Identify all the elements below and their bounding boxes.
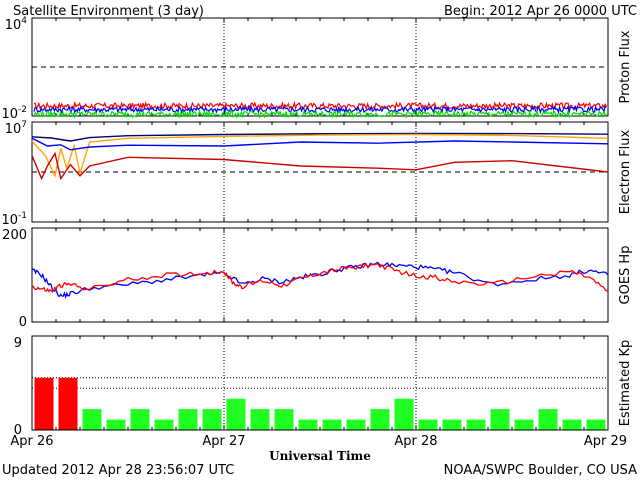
proton-y-tick-max: 104 <box>5 16 28 33</box>
electron-series-line <box>31 137 609 151</box>
kp-bar <box>442 419 462 430</box>
electron-series-line <box>31 151 609 181</box>
kp-bar <box>202 409 222 430</box>
kp-y-tick-max: 9 <box>14 336 22 351</box>
hp-y-tick-min: 0 <box>19 315 27 330</box>
hp-y-tick-max: 200 <box>2 228 27 243</box>
kp-bar <box>250 409 270 430</box>
hp-series-line <box>31 262 609 293</box>
panel-kp-y-axis-label: Estimated Kp <box>618 340 633 427</box>
kp-bar <box>106 419 126 430</box>
kp-bar <box>34 377 54 430</box>
kp-bars-group <box>34 377 606 430</box>
chart-panels: Proton Flux 104 10-2 Electron Flux 107 10-1 GO… <box>1 16 633 449</box>
proton-y-tick-min: 10-2 <box>1 105 27 122</box>
kp-y-tick-min: 0 <box>14 423 22 438</box>
hp-series-line <box>31 261 609 300</box>
electron-y-tick-max: 107 <box>5 120 27 137</box>
hp-series-group <box>31 261 609 300</box>
panel-hp-y-axis-label: GOES Hp <box>618 246 633 305</box>
chart-title: Satellite Environment (3 day) <box>13 4 204 19</box>
noaa-credit: NOAA/SWPC Boulder, CO USA <box>444 463 637 478</box>
x-tick-label-2: Apr 28 <box>394 434 437 449</box>
kp-bar <box>586 419 606 430</box>
kp-bar <box>466 419 486 430</box>
kp-bar <box>514 419 534 430</box>
x-axis-title: Universal Time <box>269 449 371 463</box>
kp-bar <box>562 419 582 430</box>
electron-series-line <box>31 132 609 142</box>
kp-bar <box>82 409 102 430</box>
kp-bar <box>490 409 510 430</box>
proton-series-line <box>33 100 607 111</box>
panel-proton-y-axis-label: Proton Flux <box>618 30 633 103</box>
kp-bar <box>298 419 318 430</box>
electron-y-tick-min: 10-1 <box>1 211 27 228</box>
kp-bar <box>346 419 366 430</box>
panel-electron-y-axis-label: Electron Flux <box>618 129 633 214</box>
updated-timestamp: Updated 2012 Apr 28 23:56:07 UTC <box>2 463 234 478</box>
kp-bar <box>418 419 438 430</box>
electron-series-line <box>31 133 609 178</box>
kp-bar <box>322 419 342 430</box>
kp-bar <box>274 409 294 430</box>
proton-series-group <box>33 100 607 120</box>
x-tick-label-1: Apr 27 <box>202 434 245 449</box>
proton-series-line <box>33 109 607 120</box>
kp-bar <box>130 409 150 430</box>
kp-bar <box>226 398 246 430</box>
begin-time: Begin: 2012 Apr 26 0000 UTC <box>444 4 637 19</box>
proton-series-line <box>33 104 607 115</box>
kp-bar <box>394 398 414 430</box>
kp-bar <box>154 419 174 430</box>
panel-frame <box>31 335 609 431</box>
kp-bar <box>178 409 198 430</box>
kp-bar <box>370 409 390 430</box>
x-tick-label-3: Apr 29 <box>584 434 627 449</box>
electron-series-group <box>31 132 609 181</box>
kp-bar <box>58 377 78 430</box>
x-tick-label-0: Apr 26 <box>10 434 53 449</box>
kp-bar <box>538 409 558 430</box>
